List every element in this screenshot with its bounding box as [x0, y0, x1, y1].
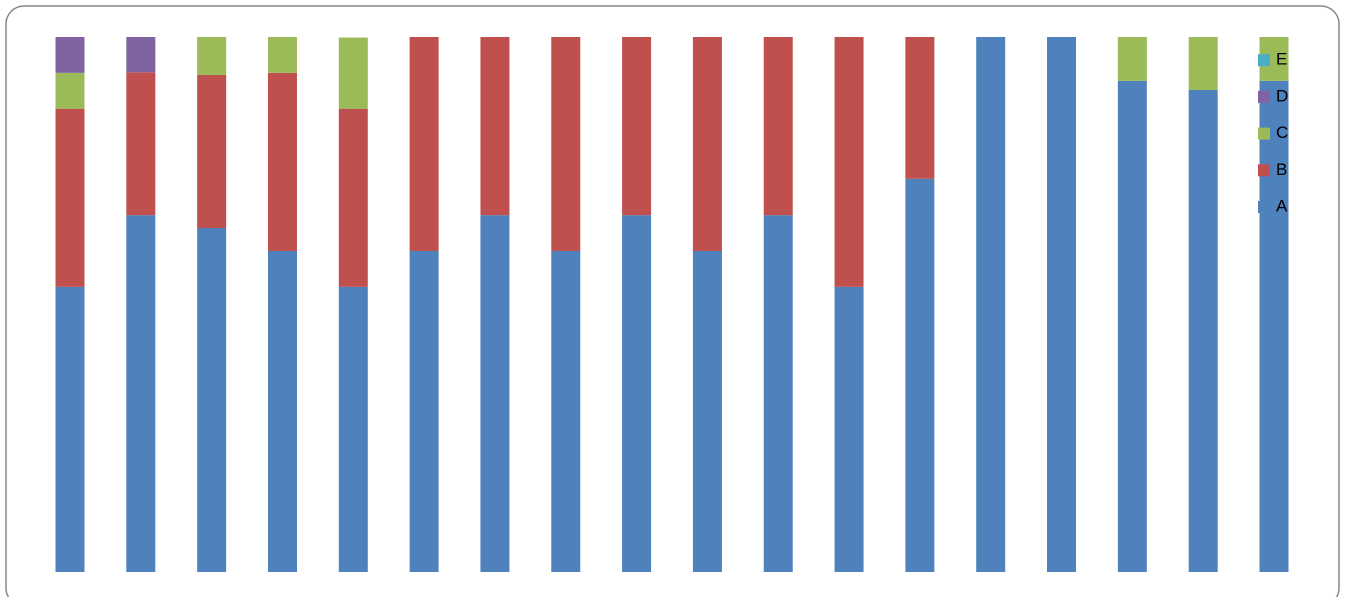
legend-label: B [1276, 160, 1287, 179]
bar-segment [197, 37, 227, 75]
legend-swatch [1258, 54, 1270, 67]
bar-segment [409, 37, 439, 251]
legend-swatch [1258, 201, 1270, 213]
bar-segment [267, 37, 297, 73]
bar-segment [55, 108, 85, 287]
bar-segment [1188, 37, 1218, 90]
bar-segment [55, 72, 85, 109]
bar-segment [55, 286, 85, 572]
bar-segment [976, 37, 1006, 572]
legend-label: E [1276, 50, 1287, 69]
bar-segment [126, 37, 156, 73]
bar-segment [1117, 37, 1147, 81]
bar-segment [1117, 80, 1147, 573]
bar-segment [692, 251, 722, 572]
bar-segment [55, 37, 85, 73]
bar-segment [763, 215, 793, 572]
bar-segment [834, 286, 864, 572]
bar-segment [1259, 80, 1289, 573]
bar-segment [622, 37, 652, 216]
bar-segment [480, 37, 510, 216]
bar-segment [1188, 89, 1218, 572]
bar-segment [622, 215, 652, 572]
bar-segment [409, 251, 439, 572]
bar-segment [267, 251, 297, 572]
legend-label: C [1276, 123, 1288, 142]
bar-segment [551, 251, 581, 572]
bar-segment [905, 178, 935, 572]
bar-segment [480, 215, 510, 572]
legend-swatch [1258, 90, 1270, 103]
bar-segment [126, 72, 156, 216]
bar-segment [197, 227, 227, 572]
bar-segment [338, 286, 368, 572]
bar-segment [197, 74, 227, 228]
bar-segment [1047, 37, 1077, 572]
bar-segment [763, 37, 793, 216]
bar-segment [551, 37, 581, 251]
bar-segment [834, 37, 864, 287]
bar-segment [267, 72, 297, 251]
bar-segment [338, 37, 368, 109]
bar-segment [905, 37, 935, 179]
legend-swatch [1258, 164, 1270, 177]
bar-segment [692, 37, 722, 251]
legend-swatch [1258, 127, 1270, 140]
bar-segment [126, 215, 156, 572]
bar-segment [338, 108, 368, 287]
legend-label: D [1276, 86, 1288, 105]
legend-label: A [1276, 196, 1288, 215]
